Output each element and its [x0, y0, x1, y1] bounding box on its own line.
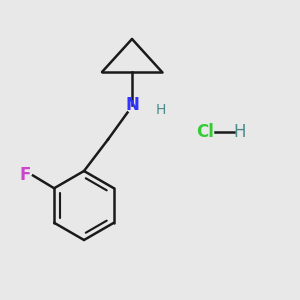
Text: Cl: Cl — [196, 123, 214, 141]
Text: H: H — [234, 123, 246, 141]
Text: F: F — [20, 167, 31, 184]
Text: N: N — [125, 96, 139, 114]
Text: H: H — [155, 103, 166, 116]
